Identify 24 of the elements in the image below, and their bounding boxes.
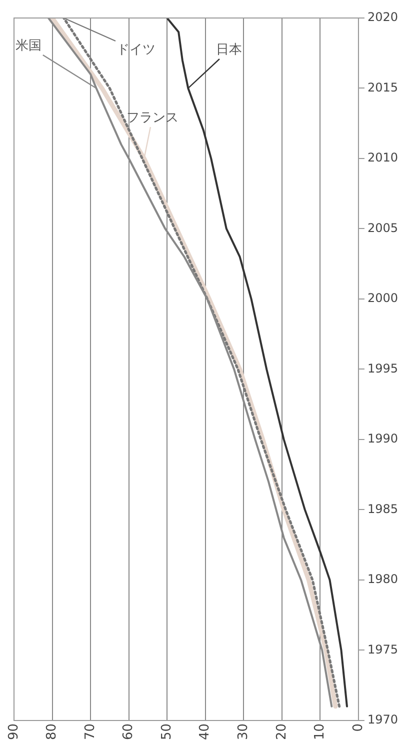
y-tick-label: 2005	[367, 220, 398, 235]
y-tick-label: 1975	[367, 642, 398, 656]
y-tick-label: 2010	[367, 150, 398, 165]
y-tick-label: 1995	[367, 361, 398, 376]
y-tick-label: 1985	[367, 502, 398, 516]
x-tick-label: 30	[236, 723, 252, 740]
y-tick-label: 1970	[367, 712, 398, 727]
y-tick-label: 2015	[367, 80, 398, 94]
x-tick-label: 70	[82, 723, 98, 740]
x-tick-label: 50	[159, 723, 174, 740]
y-tick-label: 2000	[367, 291, 398, 306]
x-tick-label: 10	[312, 723, 328, 740]
x-tick-label: 60	[121, 723, 136, 740]
x-tick-label: 0	[350, 723, 366, 732]
x-tick-label: 40	[198, 723, 213, 740]
y-tick-label: 2020	[367, 10, 398, 24]
y-tick-label: 1990	[367, 432, 398, 446]
series-label: ドイツ	[116, 42, 156, 58]
text: 日本	[216, 42, 242, 58]
x-tick-label: 80	[44, 723, 60, 740]
series-label: 米国	[15, 38, 42, 54]
x-tick-label: 20	[274, 723, 290, 740]
y-tick-label: 1980	[367, 572, 398, 586]
x-tick-label: 90	[6, 723, 22, 740]
